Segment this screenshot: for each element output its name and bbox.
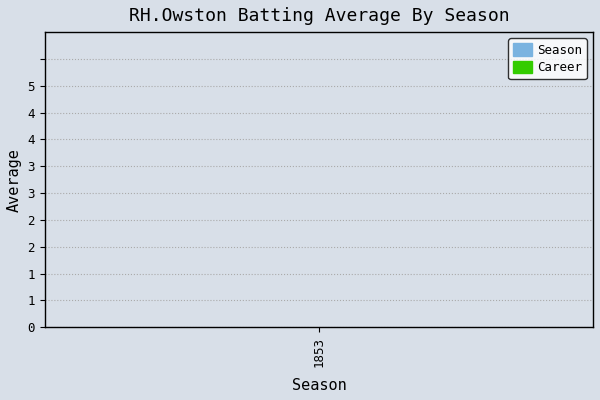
X-axis label: Season: Season	[292, 378, 346, 393]
Title: RH.Owston Batting Average By Season: RH.Owston Batting Average By Season	[128, 7, 509, 25]
Y-axis label: Average: Average	[7, 148, 22, 212]
Legend: Season, Career: Season, Career	[508, 38, 587, 79]
